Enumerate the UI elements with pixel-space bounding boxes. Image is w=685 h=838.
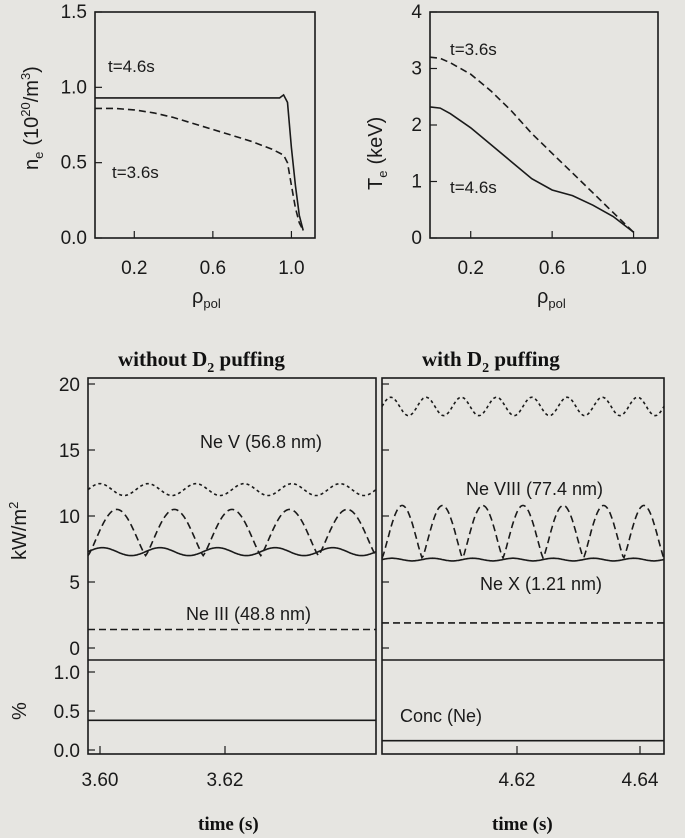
conc-y-tick-label: 0.5 bbox=[54, 702, 80, 723]
time-trace-panels: 0 5 10 15 20 0.0 0.5 1.0 3.60 3.62 4.62 4.64 Ne V (… bbox=[6, 375, 665, 835]
ne-series-line bbox=[95, 93, 304, 231]
te-ticks: 0.2 0.6 1.0 0 1 2 3 4 bbox=[411, 2, 646, 279]
kw-y-tick-label: 5 bbox=[69, 573, 80, 594]
kw-y-tick-label: 20 bbox=[59, 375, 80, 396]
te-y-tick-label: 0 bbox=[411, 228, 422, 249]
ne-x-axis-label: ρpol bbox=[192, 286, 221, 311]
header-with-puffing: with D2 puffing bbox=[422, 347, 560, 376]
kw-series-line bbox=[87, 482, 377, 497]
label-ne-x: Ne X (1.21 nm) bbox=[480, 574, 602, 594]
ne-y-tick-label: 1.0 bbox=[61, 77, 87, 98]
ne-label-t36: t=3.6s bbox=[112, 163, 159, 182]
ne-x-tick-label: 0.2 bbox=[121, 258, 147, 279]
conc-y-tick-label: 0.0 bbox=[54, 741, 80, 762]
te-x-tick-label: 0.2 bbox=[458, 258, 484, 279]
te-series-line bbox=[429, 106, 635, 233]
ne-y-tick-label: 0.0 bbox=[61, 228, 87, 249]
te-y-tick-label: 2 bbox=[411, 115, 422, 136]
time-x-tick-label: 4.62 bbox=[499, 770, 536, 791]
conc-y-tick-label: 1.0 bbox=[54, 663, 80, 684]
kw-series-line bbox=[381, 557, 665, 562]
te-y-tick-label: 4 bbox=[411, 2, 422, 23]
te-series-line bbox=[429, 56, 635, 233]
kw-y-tick-label: 15 bbox=[59, 441, 80, 462]
ne-axes-frame bbox=[94, 11, 316, 239]
ne-y-axis-label: ne(1020/m3) bbox=[18, 66, 46, 170]
ne-y-tick-label: 1.5 bbox=[61, 2, 87, 23]
label-conc-ne: Conc (Ne) bbox=[400, 706, 482, 726]
right-time-frame bbox=[381, 377, 665, 755]
te-y-tick-label: 1 bbox=[411, 172, 422, 193]
right-time-axis-label: time (s) bbox=[492, 814, 553, 835]
kw-lines bbox=[87, 396, 665, 742]
ne-series-line bbox=[95, 107, 304, 231]
header-without-puffing: without D2 puffing bbox=[118, 347, 285, 376]
ne-lines bbox=[95, 93, 304, 231]
te-lines bbox=[429, 56, 635, 233]
te-y-axis-label: Te(keV) bbox=[365, 117, 390, 190]
te-x-axis-label: ρpol bbox=[537, 286, 566, 311]
ne-label-t46: t=4.6s bbox=[108, 57, 155, 76]
pct-y-axis-label: % bbox=[9, 702, 31, 720]
kw-series-line bbox=[87, 508, 377, 558]
label-ne-iii: Ne III (48.8 nm) bbox=[186, 604, 311, 624]
te-profile-panel: 0.2 0.6 1.0 0 1 2 3 4 t=3.6s t=4.6s Te(keV) ρpo… bbox=[365, 2, 659, 311]
te-label-t36: t=3.6s bbox=[450, 40, 497, 59]
ne-x-tick-label: 1.0 bbox=[278, 258, 304, 279]
kw-series-line bbox=[381, 396, 665, 417]
kw-y-tick-label: 0 bbox=[69, 639, 80, 660]
te-x-tick-label: 1.0 bbox=[620, 258, 646, 279]
ne-x-tick-label: 0.6 bbox=[200, 258, 226, 279]
te-x-tick-label: 0.6 bbox=[539, 258, 565, 279]
kw-series-line bbox=[381, 504, 665, 560]
te-label-t46: t=4.6s bbox=[450, 178, 497, 197]
ne-profile-panel: 0.2 0.6 1.0 0.0 0.5 1.0 1.5 t=4.6s t=3.6s ne(1… bbox=[18, 2, 316, 311]
left-time-axis-label: time (s) bbox=[198, 814, 259, 835]
kw-y-tick-label: 10 bbox=[59, 507, 80, 528]
time-x-tick-label: 4.64 bbox=[622, 770, 659, 791]
time-x-tick-label: 3.62 bbox=[207, 770, 244, 791]
ne-ticks: 0.2 0.6 1.0 0.0 0.5 1.0 1.5 bbox=[61, 2, 305, 279]
time-x-tick-label: 3.60 bbox=[82, 770, 119, 791]
kw-y-axis-label: kW/m2 bbox=[6, 502, 31, 560]
te-y-tick-label: 3 bbox=[411, 59, 422, 80]
kw-ticks: 0 5 10 15 20 0.0 0.5 1.0 3.60 3.62 4.62 4.64 bbox=[54, 375, 659, 791]
label-ne-v: Ne V (56.8 nm) bbox=[200, 432, 322, 452]
left-time-frame bbox=[87, 377, 377, 755]
ne-y-tick-label: 0.5 bbox=[61, 153, 87, 174]
label-ne-viii: Ne VIII (77.4 nm) bbox=[466, 479, 603, 499]
kw-series-line bbox=[87, 546, 377, 557]
